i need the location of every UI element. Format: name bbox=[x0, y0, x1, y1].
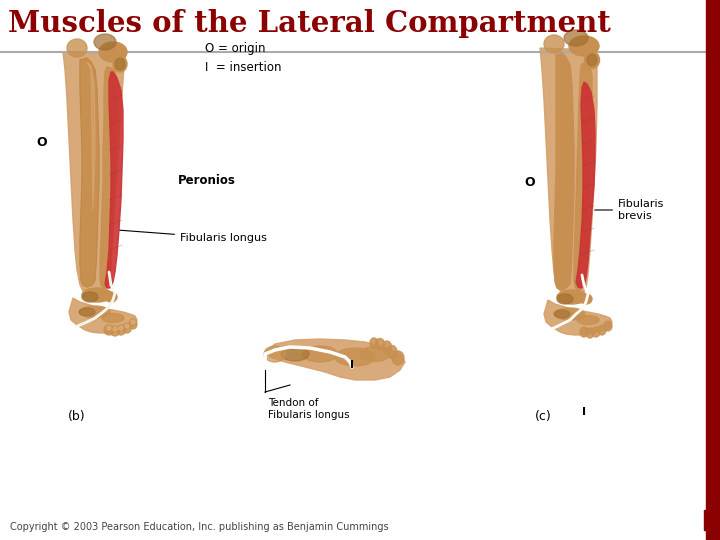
Ellipse shape bbox=[110, 326, 120, 336]
Ellipse shape bbox=[544, 35, 564, 53]
Ellipse shape bbox=[102, 314, 124, 322]
Ellipse shape bbox=[587, 54, 597, 66]
Ellipse shape bbox=[67, 39, 87, 57]
Text: (b): (b) bbox=[68, 410, 86, 423]
Ellipse shape bbox=[382, 341, 392, 353]
Ellipse shape bbox=[122, 323, 131, 333]
Text: O = origin
I  = insertion: O = origin I = insertion bbox=[205, 42, 282, 74]
Polygon shape bbox=[574, 63, 592, 290]
Bar bbox=[0, 0, 720, 52]
Ellipse shape bbox=[564, 30, 588, 46]
Ellipse shape bbox=[113, 327, 117, 331]
Ellipse shape bbox=[585, 51, 600, 69]
Ellipse shape bbox=[264, 346, 286, 362]
Polygon shape bbox=[265, 339, 405, 380]
Ellipse shape bbox=[125, 324, 129, 328]
Text: (c): (c) bbox=[535, 410, 552, 423]
Ellipse shape bbox=[99, 42, 127, 62]
Text: Fibularis longus: Fibularis longus bbox=[120, 230, 267, 243]
Ellipse shape bbox=[104, 325, 114, 335]
Ellipse shape bbox=[569, 36, 599, 56]
Bar bbox=[706, 0, 720, 540]
Polygon shape bbox=[554, 53, 574, 290]
Polygon shape bbox=[87, 62, 95, 210]
Text: Peronios: Peronios bbox=[178, 173, 236, 186]
Ellipse shape bbox=[131, 320, 135, 324]
Polygon shape bbox=[544, 300, 612, 335]
Ellipse shape bbox=[592, 327, 600, 337]
Bar bbox=[704, 510, 708, 530]
Ellipse shape bbox=[376, 339, 384, 349]
Ellipse shape bbox=[79, 308, 95, 316]
Ellipse shape bbox=[586, 328, 594, 338]
Text: I: I bbox=[582, 407, 586, 417]
Ellipse shape bbox=[302, 346, 338, 362]
Text: Fibularis
brevis: Fibularis brevis bbox=[595, 199, 665, 221]
Text: Muscles of the Lateral Compartment: Muscles of the Lateral Compartment bbox=[8, 10, 611, 38]
Ellipse shape bbox=[117, 325, 125, 335]
Ellipse shape bbox=[598, 325, 606, 335]
Ellipse shape bbox=[604, 321, 612, 331]
Ellipse shape bbox=[580, 327, 588, 337]
Ellipse shape bbox=[105, 292, 117, 302]
Text: O: O bbox=[525, 176, 535, 188]
Polygon shape bbox=[80, 58, 99, 287]
Ellipse shape bbox=[392, 351, 404, 365]
Ellipse shape bbox=[115, 58, 125, 70]
Polygon shape bbox=[69, 298, 137, 333]
Ellipse shape bbox=[80, 306, 110, 318]
Ellipse shape bbox=[554, 310, 570, 318]
Text: Tendon of
Fibularis longus: Tendon of Fibularis longus bbox=[268, 398, 350, 420]
Ellipse shape bbox=[387, 346, 397, 359]
Ellipse shape bbox=[580, 294, 592, 304]
Ellipse shape bbox=[129, 319, 137, 329]
Ellipse shape bbox=[557, 294, 573, 304]
Ellipse shape bbox=[335, 348, 375, 366]
Text: O: O bbox=[37, 136, 48, 148]
Ellipse shape bbox=[577, 315, 599, 325]
Ellipse shape bbox=[360, 347, 390, 361]
Ellipse shape bbox=[370, 338, 378, 348]
Polygon shape bbox=[105, 72, 123, 288]
Ellipse shape bbox=[107, 326, 111, 330]
Ellipse shape bbox=[557, 290, 587, 304]
Ellipse shape bbox=[119, 326, 123, 330]
Text: I: I bbox=[350, 360, 354, 370]
Ellipse shape bbox=[94, 34, 116, 50]
Ellipse shape bbox=[82, 292, 98, 302]
Polygon shape bbox=[576, 82, 595, 288]
Polygon shape bbox=[540, 48, 597, 300]
Polygon shape bbox=[100, 67, 117, 288]
Ellipse shape bbox=[82, 288, 112, 302]
Polygon shape bbox=[63, 52, 125, 300]
Text: Copyright © 2003 Pearson Education, Inc. publishing as Benjamin Cummings: Copyright © 2003 Pearson Education, Inc.… bbox=[10, 522, 389, 532]
Ellipse shape bbox=[281, 347, 309, 361]
Ellipse shape bbox=[555, 308, 585, 320]
Ellipse shape bbox=[113, 56, 127, 72]
